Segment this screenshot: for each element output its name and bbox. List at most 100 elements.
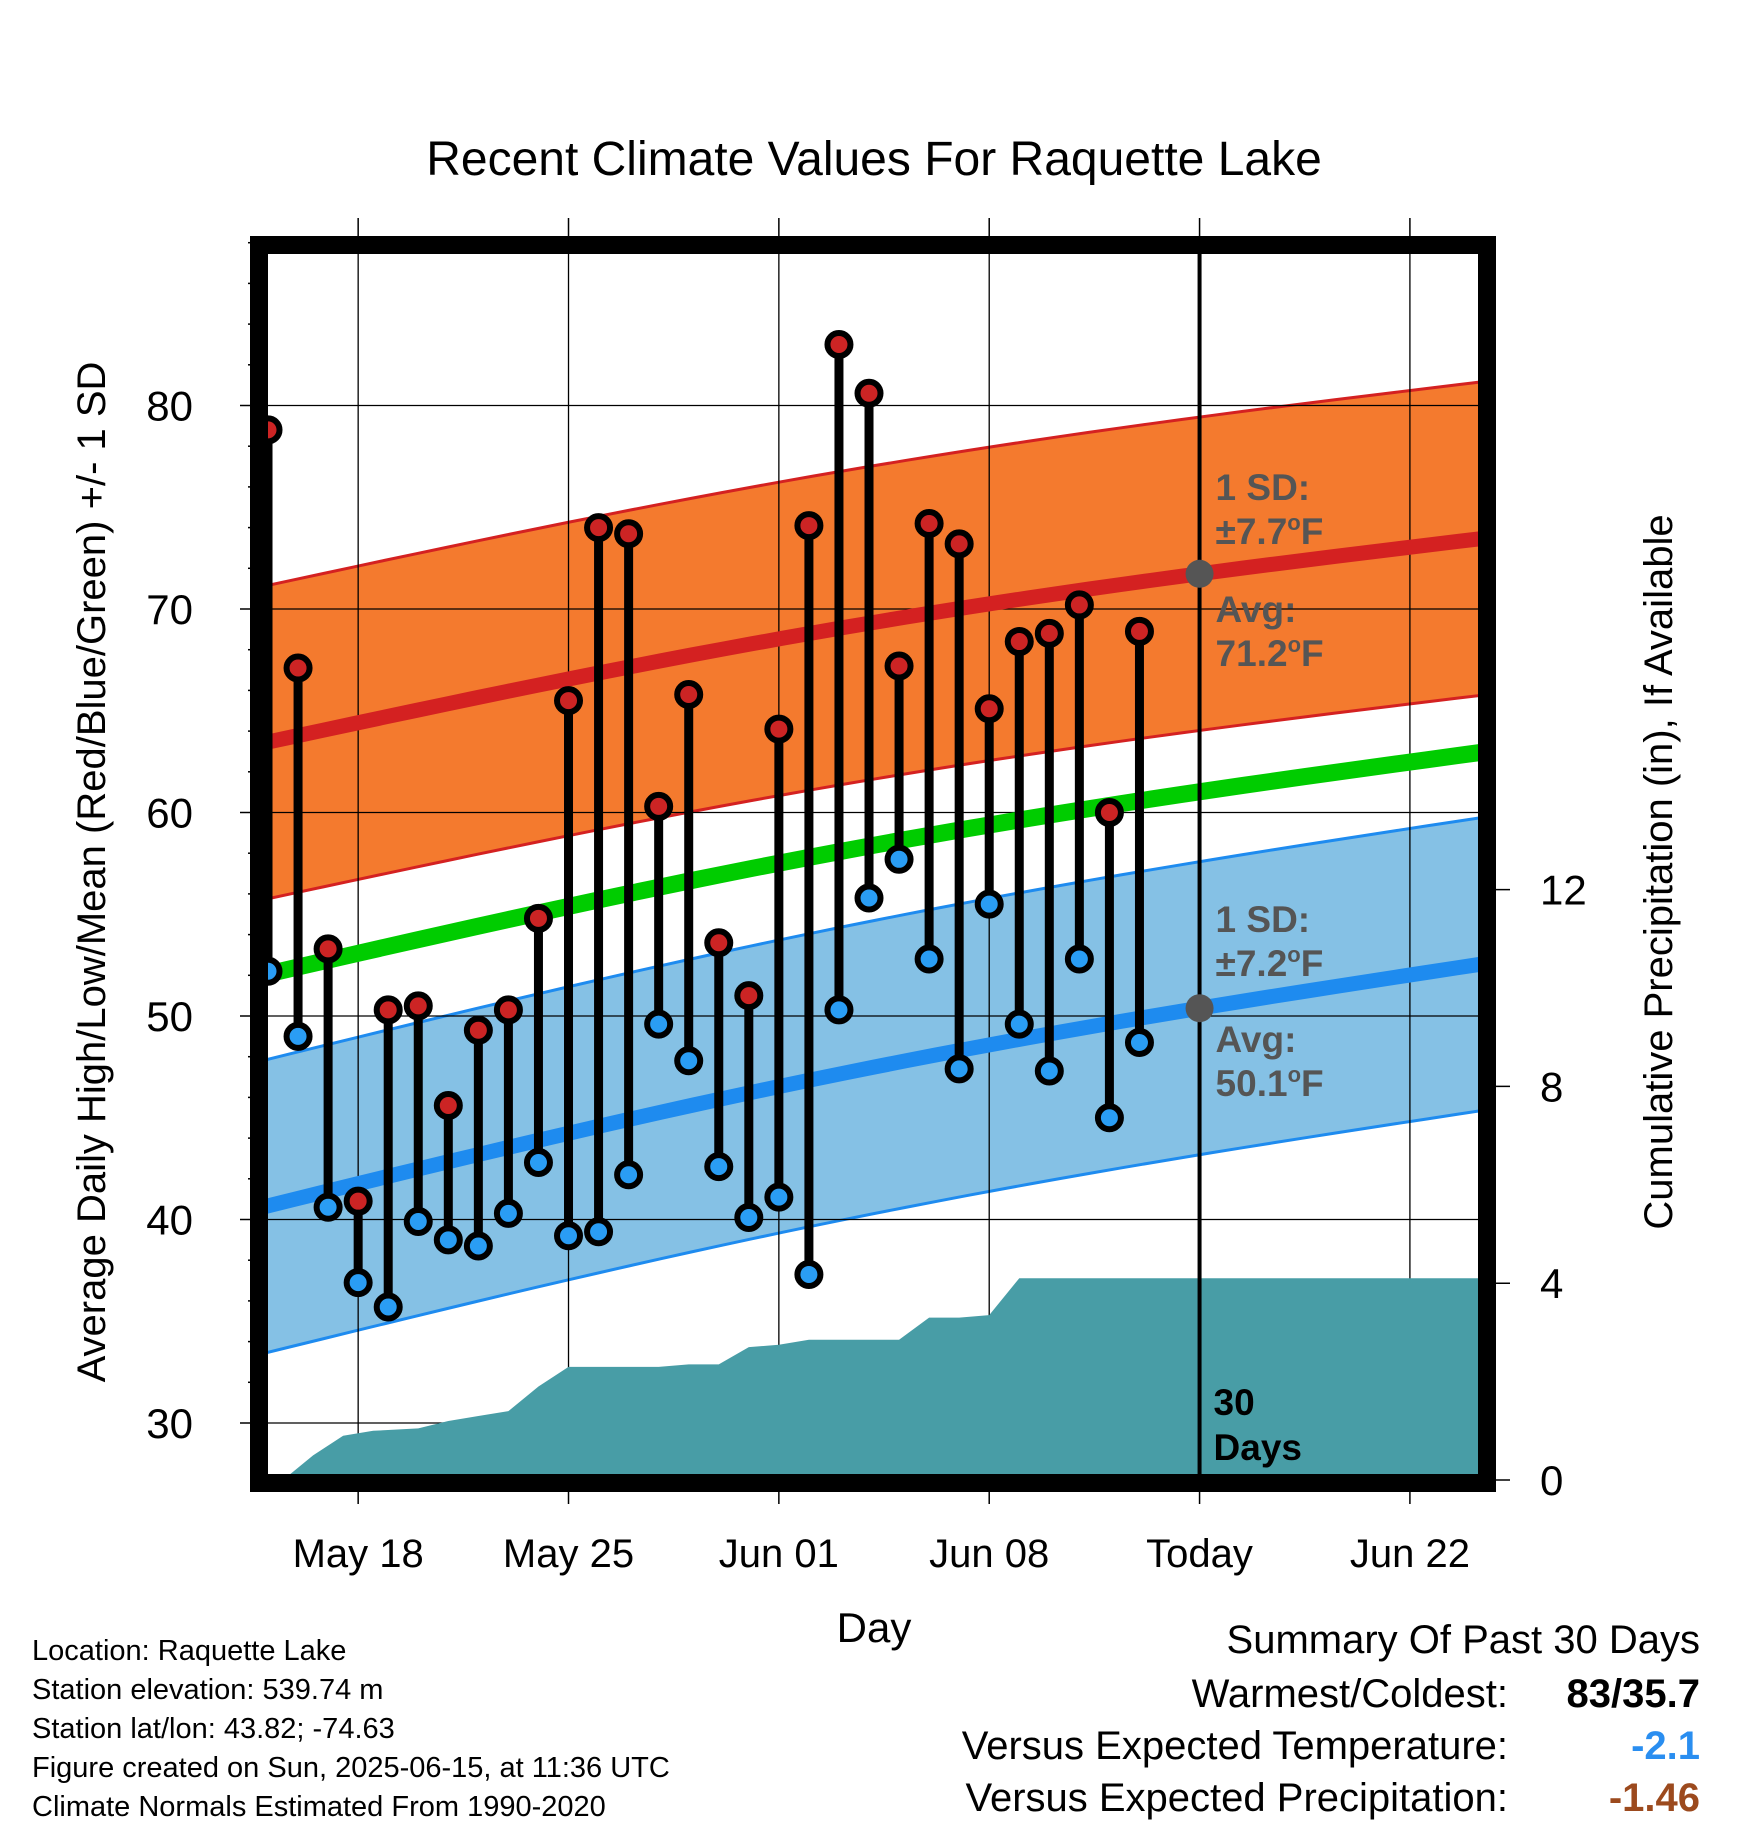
warmest-coldest-value: 83/35.7	[1566, 1672, 1700, 1716]
temp-departure-value: -2.1	[1631, 1724, 1700, 1768]
daily-high-point	[764, 714, 794, 744]
y-axis-label: Average Daily High/Low/Mean (Red/Blue/Gr…	[70, 362, 114, 1383]
daily-high-point	[614, 519, 644, 549]
daily-low-point	[644, 1009, 674, 1039]
daily-high-point	[584, 513, 614, 543]
created-text: Figure created on Sun, 2025-06-15, at 11…	[32, 1752, 670, 1784]
plot-frame	[250, 236, 1496, 1492]
low-sd-band-upper-edge	[262, 815, 1483, 1063]
x-tick-label: Jun 01	[719, 1532, 839, 1576]
high-sd-band-lower-edge	[262, 693, 1483, 902]
daily-high-point	[734, 981, 764, 1011]
x-tick-label: Jun 08	[929, 1532, 1049, 1576]
x-tick-label: Today	[1146, 1532, 1253, 1576]
high-sd-band-upper-edge	[262, 380, 1483, 589]
daily-high-point	[313, 934, 343, 964]
today-low-marker	[1185, 994, 1214, 1023]
daily-high-point	[463, 1015, 493, 1045]
x-tick-label: May 25	[503, 1532, 634, 1576]
y2-tick-label: 0	[1540, 1457, 1563, 1504]
y-tick-label: 40	[146, 1197, 193, 1244]
daily-low-point	[554, 1221, 584, 1251]
low-avg-label: Avg:	[1216, 1019, 1297, 1060]
daily-high-point	[914, 509, 944, 539]
low-avg-value: 50.1oF	[1216, 1062, 1324, 1104]
daily-high-point	[403, 991, 433, 1021]
chart-title: Recent Climate Values For Raquette Lake	[426, 133, 1322, 186]
daily-low-point	[283, 1021, 313, 1051]
daily-high-point	[343, 1186, 373, 1216]
today-window-unit: Days	[1214, 1427, 1302, 1468]
y-tick-label: 60	[146, 790, 193, 837]
daily-high-point	[283, 653, 313, 683]
daily-high-point	[1064, 590, 1094, 620]
daily-low-point	[674, 1046, 704, 1076]
daily-low-point	[944, 1054, 974, 1084]
daily-low-point	[523, 1148, 553, 1178]
low-avg-line	[262, 956, 1483, 1215]
daily-low-point	[764, 1182, 794, 1212]
daily-high-point	[944, 529, 974, 559]
daily-low-point	[704, 1152, 734, 1182]
daily-high-point	[794, 511, 824, 541]
precip-departure-value: -1.46	[1608, 1776, 1700, 1820]
daily-low-point	[614, 1160, 644, 1190]
precip-area	[268, 1278, 1483, 1480]
daily-low-point	[493, 1198, 523, 1228]
daily-low-point	[584, 1217, 614, 1247]
precip-departure-label: Versus Expected Precipitation:	[965, 1776, 1508, 1820]
daily-low-point	[403, 1207, 433, 1237]
daily-high-point	[644, 791, 674, 821]
daily-low-point	[433, 1225, 463, 1255]
low-sd-label: 1 SD:	[1216, 899, 1311, 940]
daily-low-point	[854, 883, 884, 913]
x-axis-label: Day	[837, 1604, 912, 1651]
daily-low-point	[1124, 1027, 1154, 1057]
high-avg-line	[262, 530, 1483, 751]
y-tick-label: 50	[146, 993, 193, 1040]
y-tick-label: 30	[146, 1400, 193, 1447]
warmest-coldest-label: Warmest/Coldest:	[1191, 1672, 1508, 1716]
daily-high-point	[854, 378, 884, 408]
daily-low-point	[1094, 1103, 1124, 1133]
y2-axis-label: Cumulative Precipitation (in), If Availa…	[1637, 514, 1681, 1229]
high-sd-label: 1 SD:	[1216, 467, 1311, 508]
daily-high-point	[704, 928, 734, 958]
daily-high-point	[433, 1091, 463, 1121]
daily-low-point	[914, 944, 944, 974]
daily-high-point	[1124, 616, 1154, 646]
summary-title: Summary Of Past 30 Days	[1226, 1618, 1700, 1662]
daily-low-point	[1064, 944, 1094, 974]
high-avg-label: Avg:	[1216, 589, 1297, 630]
daily-low-point	[824, 995, 854, 1025]
location-text: Location: Raquette Lake	[32, 1635, 347, 1667]
daily-low-point	[373, 1292, 403, 1322]
y-tick-label: 80	[146, 383, 193, 430]
elevation-text: Station elevation: 539.74 m	[32, 1674, 384, 1706]
high-avg-value: 71.2oF	[1216, 632, 1324, 674]
daily-low-point	[974, 889, 1004, 919]
high-sd-value: ±7.7oF	[1216, 510, 1324, 552]
daily-low-point	[734, 1202, 764, 1232]
daily-high-point	[373, 995, 403, 1025]
y2-tick-label: 8	[1540, 1063, 1563, 1110]
mean-avg-line	[262, 743, 1483, 984]
y2-tick-label: 12	[1540, 867, 1587, 914]
today-window-number: 30	[1214, 1382, 1255, 1423]
daily-high-point	[1004, 627, 1034, 657]
latlon-text: Station lat/lon: 43.82; -74.63	[32, 1713, 395, 1745]
daily-high-point	[523, 903, 553, 933]
daily-high-point	[974, 694, 1004, 724]
daily-low-point	[463, 1231, 493, 1261]
x-tick-label: Jun 22	[1350, 1532, 1470, 1576]
daily-low-point	[1034, 1056, 1064, 1086]
daily-high-point	[1034, 618, 1064, 648]
low-sd-value: ±7.2oF	[1216, 942, 1324, 984]
today-high-marker	[1185, 559, 1214, 588]
x-tick-label: May 18	[293, 1532, 424, 1576]
daily-high-point	[554, 686, 584, 716]
daily-high-point	[824, 329, 854, 359]
daily-low-point	[884, 844, 914, 874]
daily-high-point	[1094, 798, 1124, 827]
